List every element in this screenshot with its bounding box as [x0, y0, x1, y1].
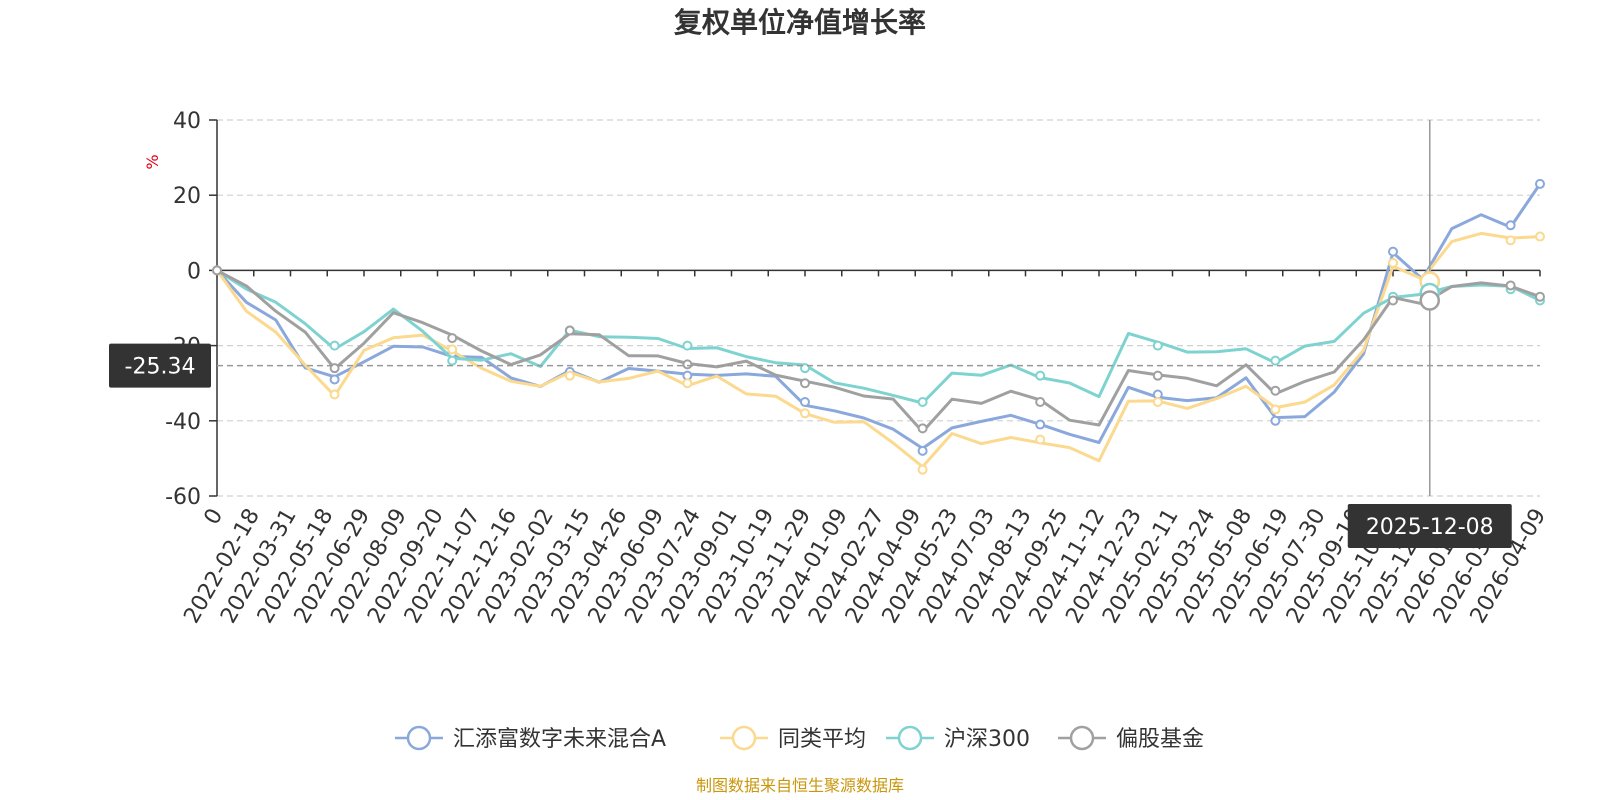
data-point — [1152, 340, 1163, 351]
data-point — [682, 340, 693, 351]
series-line — [216, 269, 1541, 405]
crosshair-y-tooltip — [109, 343, 211, 388]
data-point — [1035, 419, 1046, 430]
data-point — [1035, 397, 1046, 407]
y-tick-label: 20 — [173, 184, 201, 209]
legend-label: 同类平均 — [778, 727, 866, 752]
data-source-note: 制图数据来自恒生聚源数据库 — [696, 776, 904, 795]
series-lines — [212, 178, 1545, 475]
legend-item: 沪深300 — [886, 725, 1030, 752]
legend-item: 同类平均 — [720, 725, 866, 752]
x-axis: 02022-02-182022-03-312022-05-182022-06-2… — [179, 269, 1551, 628]
data-point — [1388, 257, 1398, 268]
data-point — [447, 333, 458, 344]
y-tick-label: 40 — [173, 109, 201, 134]
series-3 — [212, 265, 1545, 434]
data-point — [800, 378, 810, 389]
data-point — [1035, 370, 1046, 381]
chart-title: 复权单位净值增长率 — [674, 6, 926, 39]
data-point — [917, 464, 928, 475]
data-point — [682, 359, 693, 370]
legend-marker — [1069, 725, 1095, 751]
data-point — [329, 340, 340, 351]
data-point — [1505, 220, 1516, 231]
data-point — [1535, 231, 1545, 242]
crosshair-y-label: -25.34 — [125, 355, 196, 380]
crosshair-marker — [1419, 290, 1440, 311]
y-tick-label: -60 — [165, 485, 201, 510]
data-point — [1505, 235, 1516, 246]
data-point — [1270, 385, 1281, 396]
data-point — [212, 265, 222, 276]
data-point — [329, 374, 340, 385]
crosshair-x-tooltip — [1347, 504, 1512, 548]
legend-marker — [731, 725, 757, 751]
data-point — [682, 378, 693, 389]
data-point — [800, 397, 810, 407]
data-point — [1270, 355, 1281, 366]
data-point — [917, 445, 928, 456]
crosshair: -25.34 2025-12-08 — [109, 120, 1540, 548]
data-point — [1535, 178, 1545, 189]
data-point — [1505, 280, 1516, 291]
legend-item: 汇添富数字未来混合A — [395, 725, 666, 752]
legend-marker — [897, 725, 923, 751]
y-tick-label: 0 — [187, 259, 201, 284]
data-point — [329, 389, 340, 400]
series-line — [215, 231, 1541, 469]
y-tick-label: -40 — [165, 410, 201, 435]
data-point — [1152, 370, 1163, 381]
data-point — [917, 397, 928, 407]
data-point — [917, 423, 928, 434]
data-point — [564, 370, 575, 381]
data-point — [800, 408, 810, 419]
data-point — [1388, 246, 1398, 257]
data-point — [1270, 415, 1281, 426]
data-point — [1035, 434, 1046, 445]
data-point — [1270, 404, 1281, 415]
legend-marker — [406, 725, 432, 751]
series-line — [215, 183, 1542, 450]
legend-item: 偏股基金 — [1058, 725, 1204, 752]
y-axis-unit: % — [143, 154, 162, 169]
data-point — [1535, 291, 1545, 302]
grid-lines — [217, 119, 1540, 497]
series-line — [216, 269, 1541, 434]
series-1 — [212, 231, 1545, 475]
legend-label: 沪深300 — [944, 727, 1030, 752]
data-point — [564, 325, 575, 336]
series-0 — [212, 178, 1545, 456]
x-tick-label: 0 — [200, 505, 229, 530]
legend: 汇添富数字未来混合A 同类平均 沪深300 偏股基金 — [395, 725, 1204, 752]
data-point — [1152, 397, 1163, 407]
crosshair-x-label: 2025-12-08 — [1366, 515, 1494, 540]
data-point — [447, 344, 458, 355]
legend-label: 汇添富数字未来混合A — [453, 727, 666, 752]
legend-label: 偏股基金 — [1116, 727, 1204, 752]
data-point — [447, 355, 458, 366]
data-point — [1388, 295, 1398, 306]
